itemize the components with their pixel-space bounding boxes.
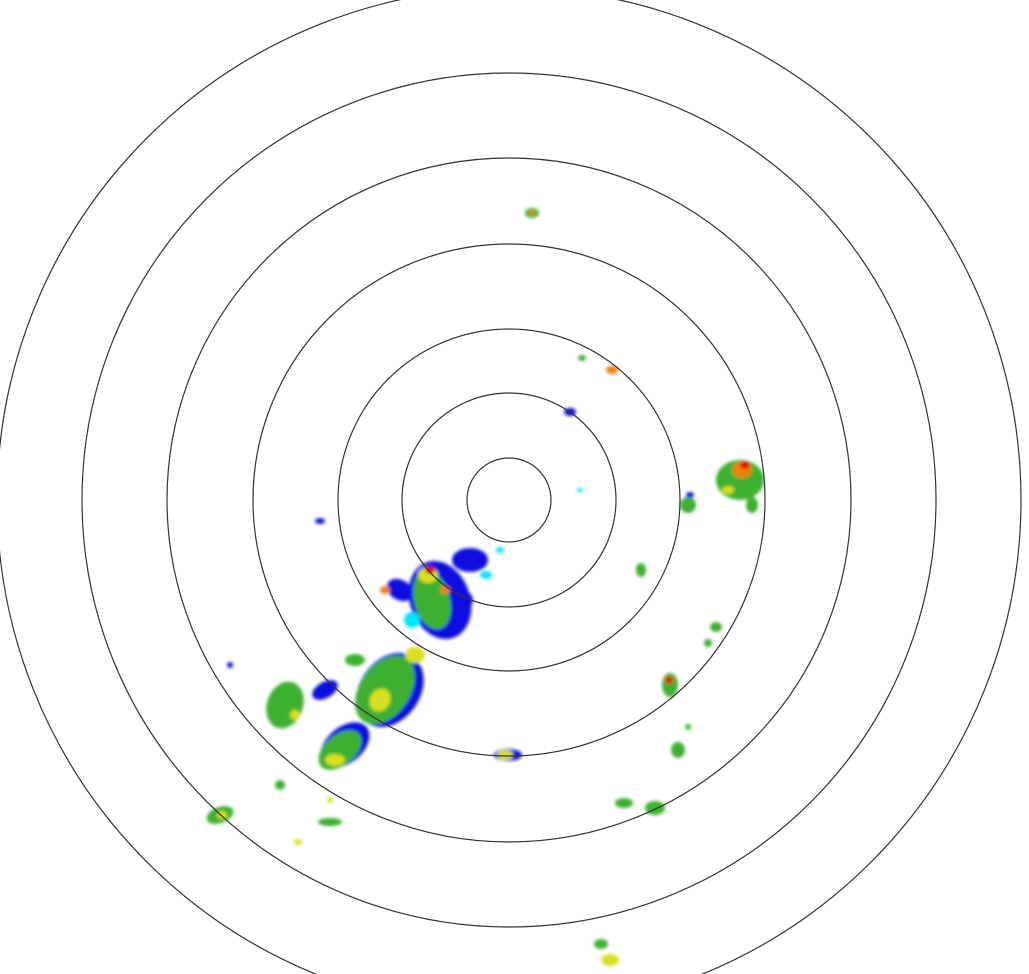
- range-ring-4: [252, 243, 766, 757]
- echo-moderate: [578, 355, 586, 361]
- echo-intense: [665, 676, 673, 684]
- echo-light: [496, 547, 504, 553]
- echo-strong: [601, 954, 619, 966]
- range-ring-3: [337, 328, 681, 672]
- echo-strong: [294, 839, 302, 845]
- range-ring-2: [401, 392, 617, 608]
- echo-heavy: [529, 211, 535, 215]
- range-ring-6: [81, 72, 937, 928]
- echo-strong: [369, 688, 391, 712]
- echo-moderate: [412, 570, 452, 630]
- range-ring-5: [166, 157, 852, 843]
- echo-strong: [405, 647, 425, 663]
- echo-moderate: [704, 639, 712, 647]
- echo-moderate: [345, 654, 365, 666]
- echo-moderate: [615, 798, 633, 808]
- echo-strong: [497, 750, 513, 760]
- range-ring-1: [466, 457, 552, 543]
- echo-intense: [425, 566, 435, 574]
- echo-strong: [290, 710, 300, 720]
- echo-heavy: [440, 586, 450, 594]
- echo-light: [480, 571, 492, 579]
- echo-strong: [722, 486, 734, 494]
- echo-moderate: [275, 780, 285, 790]
- echo-moderate: [594, 939, 608, 949]
- echo-weak: [227, 662, 233, 668]
- echo-moderate: [636, 563, 646, 577]
- echo-strong: [217, 811, 227, 819]
- echo-light: [577, 488, 583, 492]
- echo-strong: [325, 754, 345, 766]
- echo-moderate: [680, 497, 696, 513]
- echo-light: [404, 612, 420, 628]
- precipitation-echoes: [206, 208, 764, 966]
- echo-moderate: [710, 622, 722, 632]
- echo-moderate: [318, 818, 342, 826]
- echo-moderate: [671, 742, 685, 758]
- echo-weak: [386, 578, 414, 602]
- echo-weak: [312, 680, 338, 700]
- echo-weak: [452, 548, 488, 572]
- echo-heavy: [606, 366, 618, 374]
- echo-strong: [327, 797, 333, 803]
- echo-heavy: [380, 586, 390, 594]
- echo-moderate: [685, 724, 691, 730]
- echo-moderate: [266, 681, 304, 729]
- echo-weak: [315, 518, 325, 524]
- echo-intense: [740, 461, 750, 469]
- echo-weak: [686, 492, 694, 498]
- echo-moderate: [746, 497, 758, 513]
